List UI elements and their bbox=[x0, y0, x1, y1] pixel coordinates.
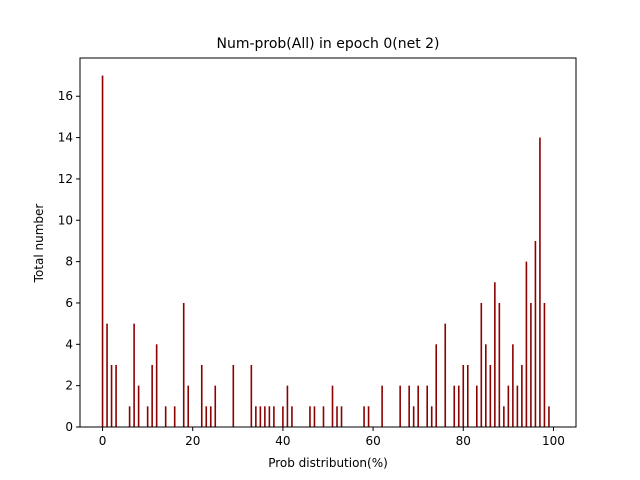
bar-59 bbox=[367, 406, 370, 427]
bar-78 bbox=[453, 385, 456, 427]
plot-frame bbox=[79, 57, 577, 428]
bar-96 bbox=[534, 240, 537, 427]
bar-62 bbox=[381, 385, 383, 427]
bar-11 bbox=[151, 364, 153, 427]
x-tick-label: 80 bbox=[456, 434, 471, 448]
bar-36 bbox=[264, 406, 266, 427]
bar-41 bbox=[286, 385, 289, 427]
y-axis-ticks: 0 2 4 6 8 10 12 14 16 bbox=[58, 89, 80, 434]
y-tick-label: 6 bbox=[65, 296, 73, 310]
bar-29 bbox=[232, 364, 235, 427]
bars-group bbox=[101, 75, 550, 427]
bar-38 bbox=[273, 406, 275, 427]
bar-10 bbox=[146, 406, 149, 427]
bar-3 bbox=[115, 364, 117, 427]
y-tick-label: 0 bbox=[65, 420, 73, 434]
bar-23 bbox=[205, 406, 208, 427]
bar-97 bbox=[539, 137, 541, 427]
bar-88 bbox=[498, 302, 501, 427]
bar-85 bbox=[485, 344, 487, 427]
y-axis-label: Total number bbox=[32, 204, 46, 284]
bar-51 bbox=[331, 385, 334, 427]
bar-2 bbox=[110, 364, 113, 427]
bar-37 bbox=[268, 406, 271, 427]
bar-35 bbox=[259, 406, 262, 427]
bar-81 bbox=[466, 364, 469, 427]
x-tick-label: 60 bbox=[365, 434, 380, 448]
bar-6 bbox=[128, 406, 131, 427]
y-tick-label: 2 bbox=[65, 379, 73, 393]
bar-68 bbox=[408, 385, 410, 427]
y-tick-label: 8 bbox=[65, 255, 73, 269]
bar-52 bbox=[336, 406, 338, 427]
x-axis-ticks: 0 20 40 60 80 100 bbox=[99, 427, 565, 448]
x-tick-label: 100 bbox=[542, 434, 565, 448]
bar-76 bbox=[444, 323, 447, 427]
x-tick-label: 20 bbox=[185, 434, 200, 448]
bar-53 bbox=[340, 406, 343, 427]
bar-34 bbox=[255, 406, 257, 427]
bar-16 bbox=[173, 406, 176, 427]
bar-24 bbox=[209, 406, 212, 427]
bar-99 bbox=[548, 406, 550, 427]
bar-79 bbox=[457, 385, 460, 427]
bar-91 bbox=[512, 344, 514, 427]
y-tick-label: 12 bbox=[58, 172, 73, 186]
x-tick-label: 0 bbox=[99, 434, 107, 448]
bar-69 bbox=[412, 406, 415, 427]
bar-1 bbox=[106, 323, 108, 427]
bar-74 bbox=[435, 344, 438, 427]
bar-19 bbox=[187, 385, 190, 427]
bar-49 bbox=[322, 406, 325, 427]
bar-47 bbox=[313, 406, 316, 427]
bar-22 bbox=[200, 364, 203, 427]
bar-89 bbox=[503, 406, 505, 427]
bar-46 bbox=[309, 406, 311, 427]
bar-86 bbox=[489, 364, 492, 427]
bar-33 bbox=[250, 364, 253, 427]
bar-80 bbox=[462, 364, 465, 427]
bar-0 bbox=[101, 75, 104, 427]
x-tick-label: 40 bbox=[275, 434, 290, 448]
bar-94 bbox=[525, 261, 528, 427]
bar-84 bbox=[480, 302, 483, 427]
bar-73 bbox=[430, 406, 433, 427]
bar-58 bbox=[363, 406, 365, 427]
bar-66 bbox=[399, 385, 401, 427]
bar-8 bbox=[137, 385, 140, 427]
bar-92 bbox=[516, 385, 519, 427]
bar-93 bbox=[521, 364, 523, 427]
bar-70 bbox=[417, 385, 419, 427]
bar-95 bbox=[530, 302, 532, 427]
bar-7 bbox=[133, 323, 135, 427]
bar-14 bbox=[164, 406, 167, 427]
bar-25 bbox=[214, 385, 217, 427]
y-tick-label: 4 bbox=[65, 337, 73, 351]
bar-90 bbox=[507, 385, 510, 427]
bar-12 bbox=[155, 344, 158, 427]
bar-18 bbox=[182, 302, 185, 427]
bar-42 bbox=[291, 406, 293, 427]
bar-72 bbox=[426, 385, 428, 427]
bar-83 bbox=[476, 385, 478, 427]
bar-87 bbox=[494, 282, 496, 427]
bar-98 bbox=[543, 302, 546, 427]
y-tick-label: 14 bbox=[58, 131, 73, 145]
y-tick-label: 16 bbox=[58, 89, 73, 103]
y-tick-label: 10 bbox=[58, 213, 73, 227]
bar-40 bbox=[282, 406, 284, 427]
x-axis-label: Prob distribution(%) bbox=[268, 456, 388, 470]
chart-title: Num-prob(All) in epoch 0(net 2) bbox=[216, 36, 439, 52]
